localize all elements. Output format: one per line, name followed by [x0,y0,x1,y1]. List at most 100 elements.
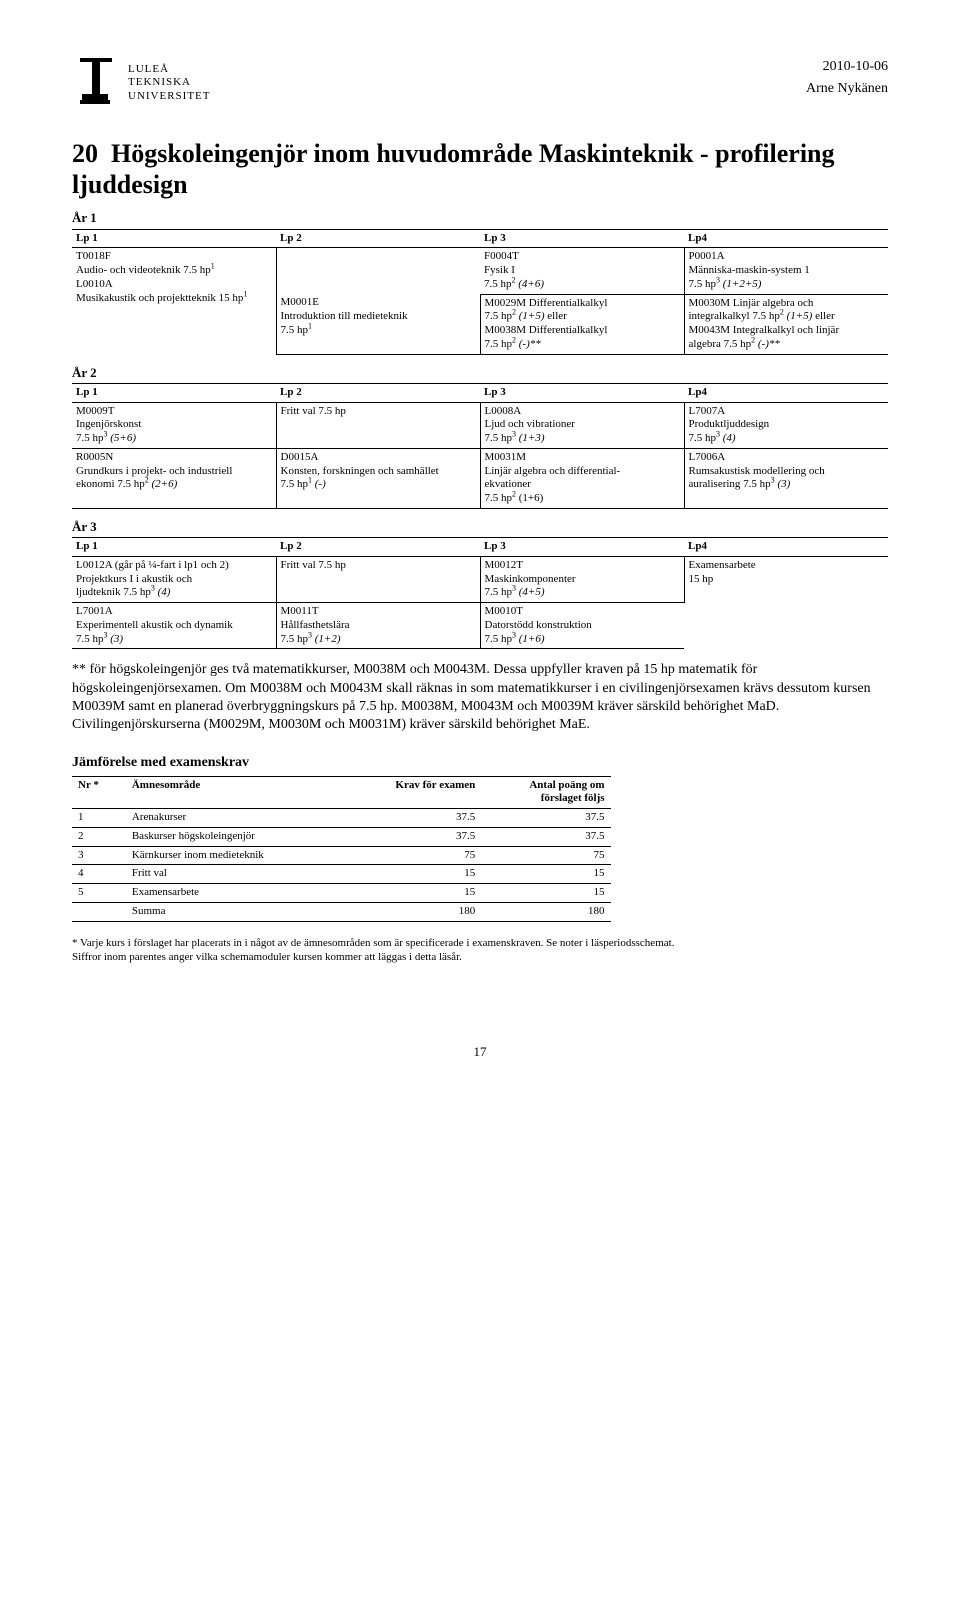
footnote-1: * Varje kurs i förslaget har placerats i… [72,936,888,950]
comp-r1c3: 37.5 [363,809,481,828]
logo-line-1: LULEÅ [128,63,211,76]
y2-r2c4: L7006ARumsakustisk modellering ochaurali… [684,448,888,508]
comparison-table: Nr * Ämnesområde Krav för examen Antal p… [72,776,611,922]
comp-r5c3: 15 [363,884,481,903]
comp-r6c1 [72,902,126,921]
header-right: 2010-10-06 Arne Nykänen [806,56,888,101]
col-lp2: Lp 2 [276,538,480,557]
comp-r1c4: 37.5 [481,809,610,828]
year-2-row-1: M0009TIngenjörskonst7.5 hp3 (5+6) Fritt … [72,402,888,448]
y1-r1c4: P0001AMänniska-maskin-system 17.5 hp3 (1… [684,248,888,294]
y2-r2c3: M0031MLinjär algebra och differential-ek… [480,448,684,508]
comp-row-4: 4 Fritt val 15 15 [72,865,611,884]
y1-r2c3: M0029M Differentialkalkyl7.5 hp2 (1+5) e… [480,294,684,354]
year-2-header-row: Lp 1 Lp 2 Lp 3 Lp4 [72,383,888,402]
col-lp1: Lp 1 [72,383,276,402]
y2-r1c3: L0008ALjud och vibrationer7.5 hp3 (1+3) [480,402,684,448]
year-3-row-1: L0012A (går på ¼-fart i lp1 och 2)Projek… [72,556,888,602]
footnote-2: Siffror inom parentes anger vilka schema… [72,950,888,964]
y1-r1c3: F0004TFysik I7.5 hp2 (4+6) [480,248,684,294]
comp-r6c4: 180 [481,902,610,921]
page-number: 17 [72,1044,888,1060]
document-date: 2010-10-06 [806,56,888,78]
year-3-table: Lp 1 Lp 2 Lp 3 Lp4 L0012A (går på ¼-fart… [72,537,888,649]
page-title: 20 Högskoleingenjör inom huvudområde Mas… [72,138,888,200]
y3-r1c1: L0012A (går på ¼-fart i lp1 och 2)Projek… [72,556,276,602]
y2-r1c1: M0009TIngenjörskonst7.5 hp3 (5+6) [72,402,276,448]
y3-r1c2: Fritt val 7.5 hp [276,556,480,602]
comp-r5c2: Examensarbete [126,884,363,903]
comp-r6c3: 180 [363,902,481,921]
col-lp3: Lp 3 [480,383,684,402]
year-2-row-2: R0005NGrundkurs i projekt- och industrie… [72,448,888,508]
comp-h4: Antal poäng om förslaget följs [481,776,610,809]
y3-r1c3: M0012TMaskinkomponenter7.5 hp3 (4+5) [480,556,684,602]
y3-r1c4: Examensarbete15 hp [684,556,888,649]
y1-r2c4: M0030M Linjär algebra ochintegralkalkyl … [684,294,888,354]
comp-r2c3: 37.5 [363,827,481,846]
col-lp1: Lp 1 [72,538,276,557]
y2-r2c1: R0005NGrundkurs i projekt- och industrie… [72,448,276,508]
comp-r5c1: 5 [72,884,126,903]
comp-row-1: 1 Arenakurser 37.5 37.5 [72,809,611,828]
logo-line-3: UNIVERSITET [128,90,211,103]
comp-r3c4: 75 [481,846,610,865]
col-lp2: Lp 2 [276,383,480,402]
comp-h1: Nr * [72,776,126,809]
university-logo: LULEÅ TEKNISKA UNIVERSITET [72,56,211,110]
col-lp4: Lp4 [684,229,888,248]
title-text: Högskoleingenjör inom huvudområde Maskin… [72,139,835,199]
year-3-header-row: Lp 1 Lp 2 Lp 3 Lp4 [72,538,888,557]
title-number: 20 [72,139,98,168]
comp-row-2: 2 Baskurser högskoleingenjör 37.5 37.5 [72,827,611,846]
y1-r1c1: T0018FAudio- och videoteknik 7.5 hp1L001… [72,248,276,354]
year-2-label: År 2 [72,365,888,381]
comp-r1c1: 1 [72,809,126,828]
year-2-table: Lp 1 Lp 2 Lp 3 Lp4 M0009TIngenjörskonst7… [72,383,888,509]
comp-r4c2: Fritt val [126,865,363,884]
col-lp1: Lp 1 [72,229,276,248]
y1-r2c2: M0001EIntroduktion till medieteknik7.5 h… [276,294,480,354]
comp-r1c2: Arenakurser [126,809,363,828]
year-3-label: År 3 [72,519,888,535]
comp-r2c4: 37.5 [481,827,610,846]
comp-h3: Krav för examen [363,776,481,809]
comp-h2: Ämnesområde [126,776,363,809]
col-lp3: Lp 3 [480,538,684,557]
logo-text: LULEÅ TEKNISKA UNIVERSITET [128,63,211,103]
col-lp2: Lp 2 [276,229,480,248]
page-header: LULEÅ TEKNISKA UNIVERSITET 2010-10-06 Ar… [72,56,888,110]
col-lp3: Lp 3 [480,229,684,248]
year-1-header-row: Lp 1 Lp 2 Lp 3 Lp4 [72,229,888,248]
year-1-row-1: T0018FAudio- och videoteknik 7.5 hp1L001… [72,248,888,294]
notes-paragraph: ** för högskoleingenjör ges två matemati… [72,661,888,734]
comp-r2c1: 2 [72,827,126,846]
y3-r2c3: M0010TDatorstödd konstruktion7.5 hp3 (1+… [480,603,684,649]
comp-r5c4: 15 [481,884,610,903]
comp-r2c2: Baskurser högskoleingenjör [126,827,363,846]
comp-r4c4: 15 [481,865,610,884]
col-lp4: Lp4 [684,383,888,402]
document-author: Arne Nykänen [806,78,888,100]
y3-r2c2: M0011THållfasthetslära7.5 hp3 (1+2) [276,603,480,649]
footnotes: * Varje kurs i förslaget har placerats i… [72,936,888,965]
y2-r1c2: Fritt val 7.5 hp [276,402,480,448]
y1-r1c2-empty [276,248,480,294]
year-1-table: Lp 1 Lp 2 Lp 3 Lp4 T0018FAudio- och vide… [72,229,888,355]
comp-row-3: 3 Kärnkurser inom medieteknik 75 75 [72,846,611,865]
comp-row-5: 5 Examensarbete 15 15 [72,884,611,903]
comparison-title: Jämförelse med examenskrav [72,754,888,772]
comp-r3c3: 75 [363,846,481,865]
y2-r2c2: D0015AKonsten, forskningen och samhället… [276,448,480,508]
logo-mark-icon [72,56,120,110]
comparison-header-row: Nr * Ämnesområde Krav för examen Antal p… [72,776,611,809]
y3-r2c1: L7001AExperimentell akustik och dynamik7… [72,603,276,649]
comp-r3c2: Kärnkurser inom medieteknik [126,846,363,865]
comp-r4c1: 4 [72,865,126,884]
year-1-label: År 1 [72,210,888,226]
comp-r3c1: 3 [72,846,126,865]
y2-r1c4: L7007AProduktljuddesign7.5 hp3 (4) [684,402,888,448]
comp-r6c2: Summa [126,902,363,921]
col-lp4: Lp4 [684,538,888,557]
comp-r4c3: 15 [363,865,481,884]
